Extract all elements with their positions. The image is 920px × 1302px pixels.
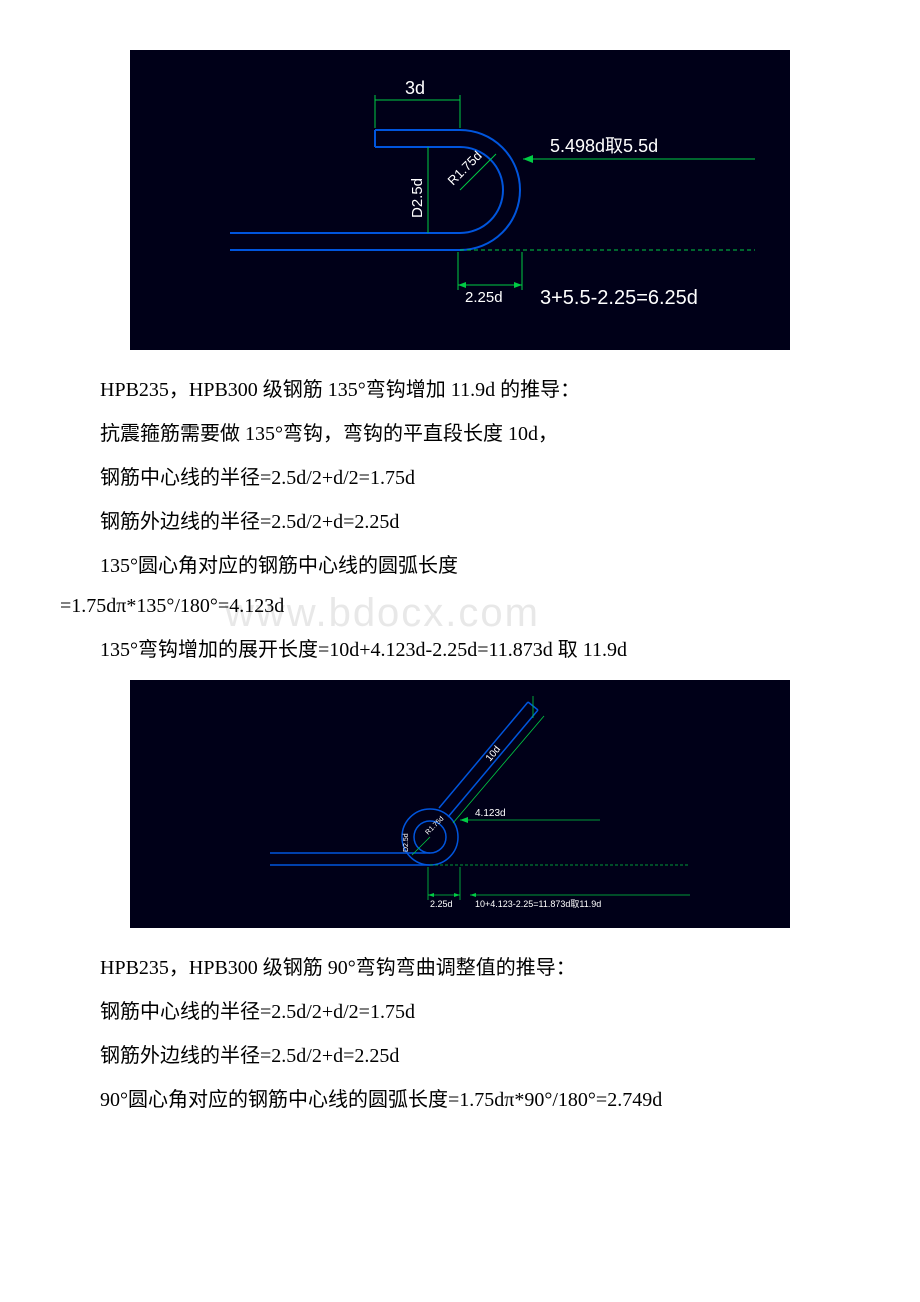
label-10d: 10d — [484, 744, 503, 764]
para-1: HPB235，HPB300 级钢筋 135°弯钩增加 11.9d 的推导： — [60, 370, 860, 410]
label-d25d: D2.5d — [409, 178, 426, 218]
label-d25d-2: D2.5d — [403, 833, 410, 852]
para-3: 钢筋中心线的半径=2.5d/2+d/2=1.75d — [60, 458, 860, 498]
para-6: 135°弯钩增加的展开长度=10d+4.123d-2.25d=11.873d 取… — [60, 630, 860, 670]
para-5-line2: =1.75dπ*135°/180°=4.123d — [60, 586, 860, 626]
label-225d-2: 2.25d — [430, 899, 453, 909]
diagram-180-hook: 3d D2.5d R1.75d 5.498d取5.5d 2.25d 3+5 — [130, 50, 790, 350]
label-5498d: 5.498d取5.5d — [550, 136, 658, 156]
label-equation-2: 10+4.123-2.25=11.873d取11.9d — [475, 899, 601, 909]
label-4123d: 4.123d — [475, 808, 506, 819]
para-8: 钢筋中心线的半径=2.5d/2+d/2=1.75d — [60, 992, 860, 1032]
para-7: HPB235，HPB300 级钢筋 90°弯钩弯曲调整值的推导： — [60, 948, 860, 988]
diagram-135-hook: 10d 4.123d D2.5d R1.75d — [130, 680, 790, 928]
para-4: 钢筋外边线的半径=2.5d/2+d=2.25d — [60, 502, 860, 542]
label-225d: 2.25d — [465, 289, 503, 306]
label-r175d: R1.75d — [445, 148, 485, 188]
label-3d: 3d — [405, 78, 425, 98]
para-9: 钢筋外边线的半径=2.5d/2+d=2.25d — [60, 1036, 860, 1076]
label-equation-1: 3+5.5-2.25=6.25d — [540, 287, 698, 309]
para-10: 90°圆心角对应的钢筋中心线的圆弧长度=1.75dπ*90°/180°=2.74… — [60, 1080, 860, 1120]
para-5-line1: 135°圆心角对应的钢筋中心线的圆弧长度 — [60, 546, 860, 586]
para-2: 抗震箍筋需要做 135°弯钩，弯钩的平直段长度 10d， — [60, 414, 860, 454]
